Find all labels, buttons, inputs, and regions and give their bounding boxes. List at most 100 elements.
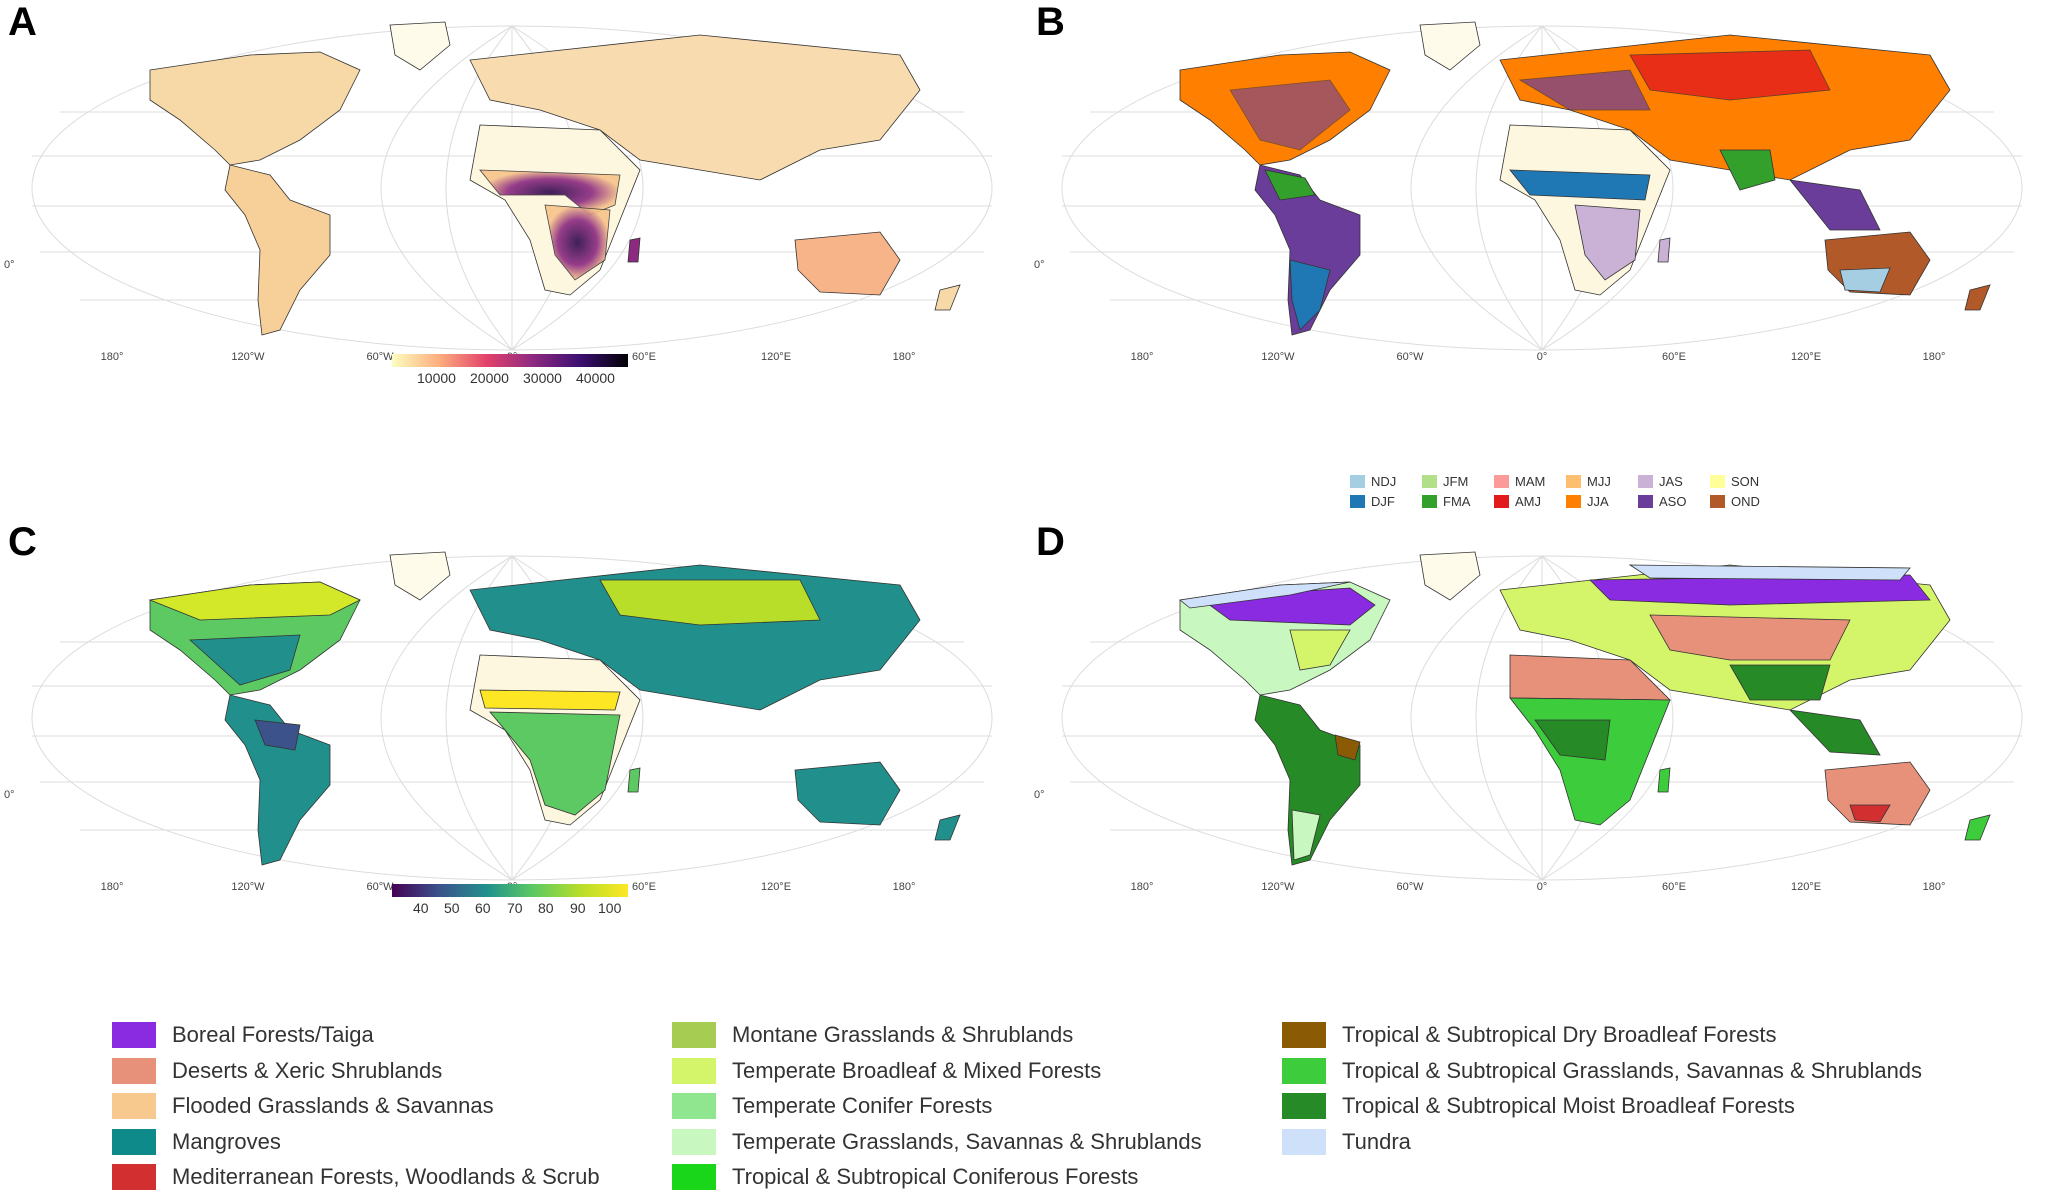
biome-label: Temperate Conifer Forests xyxy=(732,1093,993,1118)
lon-tick: 120°W xyxy=(231,881,265,893)
biome-swatch xyxy=(672,1093,716,1119)
season-label: ASO xyxy=(1659,494,1687,509)
season-label: DJF xyxy=(1371,494,1395,509)
lon-tick: 0° xyxy=(1537,881,1548,893)
season-swatch xyxy=(1494,475,1509,488)
season-legend: NDJ DJF JFM FMA MAM AMJ MJJ JJA JAS ASO SON OND xyxy=(1350,474,1770,518)
biome-legend-item: Deserts & Xeric Shrublands xyxy=(112,1056,442,1086)
lat-tick: 0° xyxy=(4,789,15,801)
lon-tick: 120°W xyxy=(231,351,265,363)
world-map-d: 180° 120°W 60°W 0° 60°E 120°E 180° 0° xyxy=(1034,551,2023,893)
panel-letter-d: D xyxy=(1036,520,1065,564)
biome-legend-item: Boreal Forests/Taiga xyxy=(112,1020,374,1050)
panel-a: A xyxy=(0,0,1000,400)
season-label: NDJ xyxy=(1371,474,1397,489)
season-swatch xyxy=(1350,495,1365,508)
biome-label: Tropical & Subtropical Dry Broadleaf For… xyxy=(1342,1022,1777,1047)
season-legend-item: FMA xyxy=(1422,494,1470,509)
panel-b: B xyxy=(1030,0,2049,520)
lat-tick: 0° xyxy=(1034,259,1045,271)
biome-label: Deserts & Xeric Shrublands xyxy=(172,1057,443,1083)
season-legend-item: JFM xyxy=(1422,474,1468,489)
lon-tick: 60°W xyxy=(366,881,394,893)
lon-tick: 180° xyxy=(1131,351,1154,363)
colorbar-c-tick: 40 xyxy=(413,900,429,916)
lon-tick: 60°E xyxy=(632,881,656,893)
season-label: JJA xyxy=(1587,494,1609,509)
world-map-a: 180° 120°W 60°W 0° 60°E 120°E 180° 0° xyxy=(4,21,993,363)
season-label: JFM xyxy=(1443,474,1469,489)
season-label: OND xyxy=(1731,494,1760,509)
season-legend-item: MAM xyxy=(1494,474,1545,489)
lon-tick: 180° xyxy=(101,351,124,363)
biome-legend-item: Tundra xyxy=(1282,1127,1411,1157)
colorbar-c-tick: 90 xyxy=(570,900,586,916)
season-swatch xyxy=(1638,495,1653,508)
biome-swatch xyxy=(112,1164,156,1190)
colorbar-a-tick: 30000 xyxy=(523,370,562,386)
lon-tick: 180° xyxy=(1923,881,1946,893)
colorbar-a-tick: 10000 xyxy=(417,370,456,386)
biome-label: Temperate Grasslands, Savannas & Shrubla… xyxy=(732,1128,1202,1154)
season-label: MJJ xyxy=(1587,474,1611,489)
colorbar-c-tick: 60 xyxy=(475,900,491,916)
biome-label: Mediterranean Forests, Woodlands & Scrub xyxy=(172,1164,600,1189)
colorbar-a xyxy=(392,354,628,367)
biome-label: Tropical & Subtropical Grasslands, Savan… xyxy=(1342,1057,1923,1083)
season-label: MAM xyxy=(1515,474,1546,489)
biome-legend-item: Temperate Grasslands, Savannas & Shrubla… xyxy=(672,1127,1202,1157)
biome-swatch xyxy=(672,1128,716,1155)
biome-swatch xyxy=(112,1057,156,1084)
biome-swatch xyxy=(672,1057,716,1084)
biome-legend-item: Flooded Grasslands & Savannas xyxy=(112,1091,494,1121)
season-swatch xyxy=(1422,475,1437,488)
biome-swatch xyxy=(112,1128,156,1155)
lon-tick: 120°E xyxy=(1791,351,1821,363)
biome-legend-item: Tropical & Subtropical Dry Broadleaf For… xyxy=(1282,1020,1776,1050)
biome-swatch xyxy=(1282,1128,1326,1155)
biome-legend-item: Mediterranean Forests, Woodlands & Scrub xyxy=(112,1162,600,1192)
panel-letter-c: C xyxy=(8,520,37,564)
lon-tick: 60°W xyxy=(1396,881,1424,893)
biome-label: Flooded Grasslands & Savannas xyxy=(172,1093,494,1118)
biome-legend-item: Tropical & Subtropical Coniferous Forest… xyxy=(672,1162,1138,1192)
lon-tick: 120°E xyxy=(1791,881,1821,893)
season-swatch xyxy=(1422,495,1437,508)
panel-d: D xyxy=(1030,520,2049,1000)
season-swatch xyxy=(1494,495,1509,508)
biome-legend-item: Temperate Conifer Forests xyxy=(672,1091,992,1121)
biome-swatch xyxy=(1282,1022,1326,1048)
lat-tick: 0° xyxy=(4,259,15,271)
biome-swatch xyxy=(672,1022,716,1048)
lon-tick: 60°E xyxy=(632,351,656,363)
biome-legend-item: Temperate Broadleaf & Mixed Forests xyxy=(672,1056,1101,1086)
season-swatch xyxy=(1710,495,1725,508)
season-swatch xyxy=(1566,475,1581,488)
biome-legend-item: Tropical & Subtropical Grasslands, Savan… xyxy=(1282,1056,1922,1086)
colorbar-a-tick: 40000 xyxy=(576,370,615,386)
biome-label: Tropical & Subtropical Moist Broadleaf F… xyxy=(1342,1093,1795,1118)
season-label: SON xyxy=(1731,474,1760,489)
biome-legend-item: Montane Grasslands & Shrublands xyxy=(672,1020,1073,1050)
biome-label: Montane Grasslands & Shrublands xyxy=(732,1022,1074,1047)
season-label: AMJ xyxy=(1515,494,1541,509)
biome-swatch xyxy=(1282,1093,1326,1119)
season-label: JAS xyxy=(1659,474,1683,489)
lon-tick: 120°W xyxy=(1261,881,1295,893)
season-legend-item: OND xyxy=(1710,494,1760,509)
season-legend-item: JAS xyxy=(1638,474,1683,489)
colorbar-c-tick: 50 xyxy=(444,900,460,916)
biome-label: Tropical & Subtropical Coniferous Forest… xyxy=(732,1164,1139,1189)
season-swatch xyxy=(1710,475,1725,488)
biome-label: Boreal Forests/Taiga xyxy=(172,1022,374,1047)
biome-label: Tundra xyxy=(1342,1128,1411,1154)
season-swatch xyxy=(1566,495,1581,508)
season-legend-item: MJJ xyxy=(1566,474,1611,489)
world-map-c: 180° 180° xyxy=(4,551,993,893)
colorbar-c xyxy=(392,884,628,897)
lon-tick: 60°W xyxy=(366,351,394,363)
colorbar-c-tick: 70 xyxy=(507,900,523,916)
season-swatch xyxy=(1350,475,1365,488)
lon-tick: 180° xyxy=(1923,351,1946,363)
season-legend-item: ASO xyxy=(1638,494,1686,509)
